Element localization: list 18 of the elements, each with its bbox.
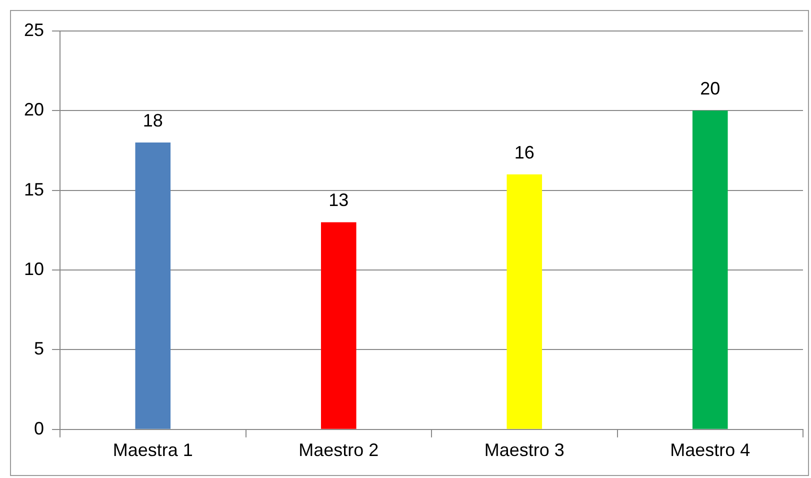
bar — [320, 222, 356, 429]
data-label: 13 — [328, 190, 349, 210]
y-tick-label: 15 — [24, 179, 44, 200]
x-tick-label: Maestro 4 — [670, 440, 750, 460]
data-label: 16 — [514, 142, 534, 162]
x-tick-label: Maestra 1 — [112, 440, 193, 460]
x-tick-label: Maestro 3 — [484, 440, 564, 460]
data-label: 20 — [700, 78, 720, 99]
y-tick-label: 25 — [24, 20, 44, 40]
x-tick-label: Maestro 2 — [298, 440, 379, 460]
y-tick-label: 20 — [24, 100, 44, 120]
bar — [506, 174, 542, 429]
bar — [692, 110, 728, 429]
y-tick-label: 5 — [34, 338, 44, 359]
bar — [135, 142, 171, 429]
data-label: 18 — [142, 110, 163, 131]
y-tick-label: 0 — [34, 418, 44, 438]
y-tick-label: 10 — [24, 259, 44, 280]
